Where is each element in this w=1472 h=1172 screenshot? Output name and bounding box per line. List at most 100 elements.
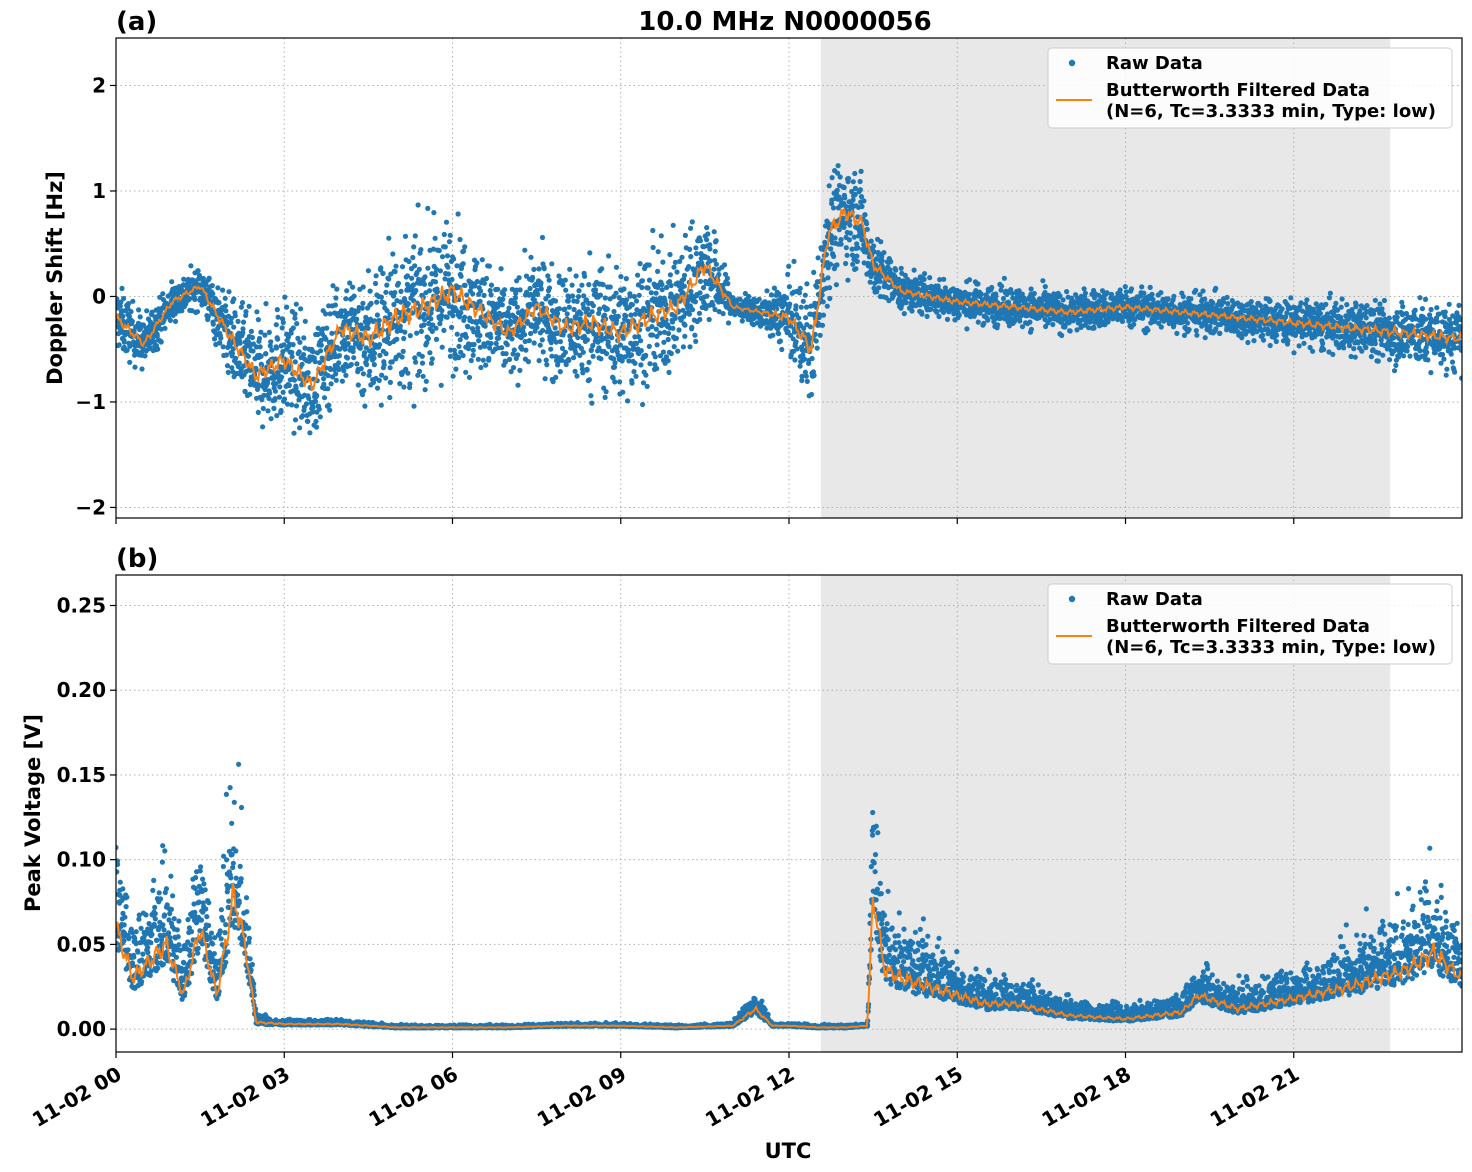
- raw-data-point: [277, 384, 283, 390]
- raw-data-point: [120, 313, 126, 319]
- raw-data-point: [463, 334, 469, 340]
- raw-data-point: [206, 275, 212, 281]
- raw-data-point: [646, 262, 652, 268]
- raw-data-point: [385, 315, 391, 321]
- raw-data-point: [1394, 314, 1400, 320]
- raw-data-point: [604, 351, 610, 357]
- raw-data-point: [612, 360, 618, 366]
- raw-data-point: [306, 395, 312, 401]
- raw-data-point: [665, 358, 671, 364]
- raw-data-point: [807, 324, 814, 330]
- raw-data-point: [475, 356, 481, 362]
- raw-data-point: [853, 266, 859, 272]
- raw-data-point: [301, 352, 307, 358]
- raw-data-point: [296, 349, 302, 355]
- raw-data-point: [281, 342, 287, 348]
- raw-data-point: [295, 335, 301, 341]
- raw-data-point: [224, 319, 230, 325]
- raw-data-point: [1363, 345, 1369, 351]
- raw-data-point: [1341, 345, 1347, 351]
- raw-data-point: [231, 324, 237, 330]
- raw-data-point: [140, 322, 147, 328]
- raw-data-point: [226, 289, 232, 295]
- raw-data-point: [470, 352, 476, 358]
- raw-data-point: [566, 304, 572, 310]
- raw-data-point: [422, 274, 428, 280]
- raw-data-point: [850, 261, 856, 267]
- raw-data-point: [325, 386, 331, 392]
- raw-data-point: [707, 258, 713, 264]
- raw-data-point: [437, 321, 443, 327]
- raw-data-point: [318, 348, 324, 354]
- raw-data-point: [508, 318, 514, 324]
- raw-data-point: [137, 314, 143, 320]
- raw-data-point: [756, 296, 762, 302]
- raw-data-point: [578, 311, 584, 317]
- raw-data-point: [488, 292, 494, 298]
- raw-data-point: [390, 251, 396, 257]
- raw-data-point: [239, 300, 246, 306]
- raw-data-point: [995, 322, 1001, 328]
- raw-data-point: [575, 335, 581, 341]
- raw-data-point: [367, 368, 373, 374]
- raw-data-point: [1158, 324, 1164, 330]
- raw-data-point: [696, 310, 703, 316]
- raw-data-point: [655, 268, 661, 274]
- raw-data-point: [412, 233, 418, 239]
- raw-data-point: [126, 313, 132, 319]
- raw-data-point: [966, 277, 973, 283]
- raw-data-point: [868, 238, 874, 244]
- raw-data-point: [474, 303, 480, 309]
- raw-data-point: [401, 384, 407, 390]
- raw-data-point: [632, 311, 638, 317]
- raw-data-point: [661, 339, 667, 345]
- raw-data-point: [589, 309, 595, 315]
- raw-data-point: [460, 352, 466, 359]
- raw-data-point: [132, 364, 138, 370]
- raw-data-point: [297, 339, 303, 345]
- raw-data-point: [689, 307, 696, 313]
- raw-data-point: [665, 330, 672, 337]
- raw-data-point: [660, 349, 667, 355]
- raw-data-point: [652, 354, 658, 360]
- raw-data-point: [504, 342, 510, 348]
- raw-data-point: [581, 293, 587, 299]
- raw-data-point: [531, 266, 537, 272]
- raw-data-point: [482, 343, 488, 349]
- raw-data-point: [471, 329, 477, 335]
- raw-data-point: [588, 347, 595, 353]
- raw-data-point: [519, 346, 525, 352]
- raw-data-point: [488, 334, 494, 340]
- raw-data-point: [147, 344, 153, 351]
- raw-data-point: [639, 284, 645, 291]
- raw-data-point: [278, 374, 285, 380]
- raw-data-point: [655, 249, 661, 255]
- raw-data-point: [668, 350, 674, 357]
- raw-data-point: [573, 273, 579, 279]
- raw-data-point: [814, 284, 820, 290]
- raw-data-point: [1184, 320, 1191, 326]
- raw-data-point: [499, 302, 505, 308]
- raw-data-point: [855, 245, 861, 251]
- raw-data-point: [993, 293, 999, 299]
- raw-data-point: [692, 299, 699, 305]
- raw-data-point: [502, 359, 509, 365]
- raw-data-point: [602, 295, 608, 301]
- raw-data-point: [267, 343, 273, 349]
- raw-data-point: [517, 287, 523, 293]
- raw-data-point: [1193, 287, 1199, 293]
- raw-data-point: [246, 303, 252, 309]
- raw-data-point: [676, 327, 682, 333]
- raw-data-point: [378, 294, 384, 300]
- raw-data-point: [581, 333, 588, 339]
- raw-data-point: [620, 335, 627, 341]
- raw-data-point: [797, 363, 803, 369]
- raw-data-point: [384, 308, 390, 314]
- raw-data-point: [677, 258, 683, 264]
- raw-data-point: [911, 267, 917, 273]
- raw-data-point: [606, 344, 612, 350]
- raw-data-point: [577, 352, 583, 358]
- raw-data-point: [671, 344, 677, 350]
- raw-data-point: [464, 292, 470, 298]
- raw-data-point: [776, 331, 782, 337]
